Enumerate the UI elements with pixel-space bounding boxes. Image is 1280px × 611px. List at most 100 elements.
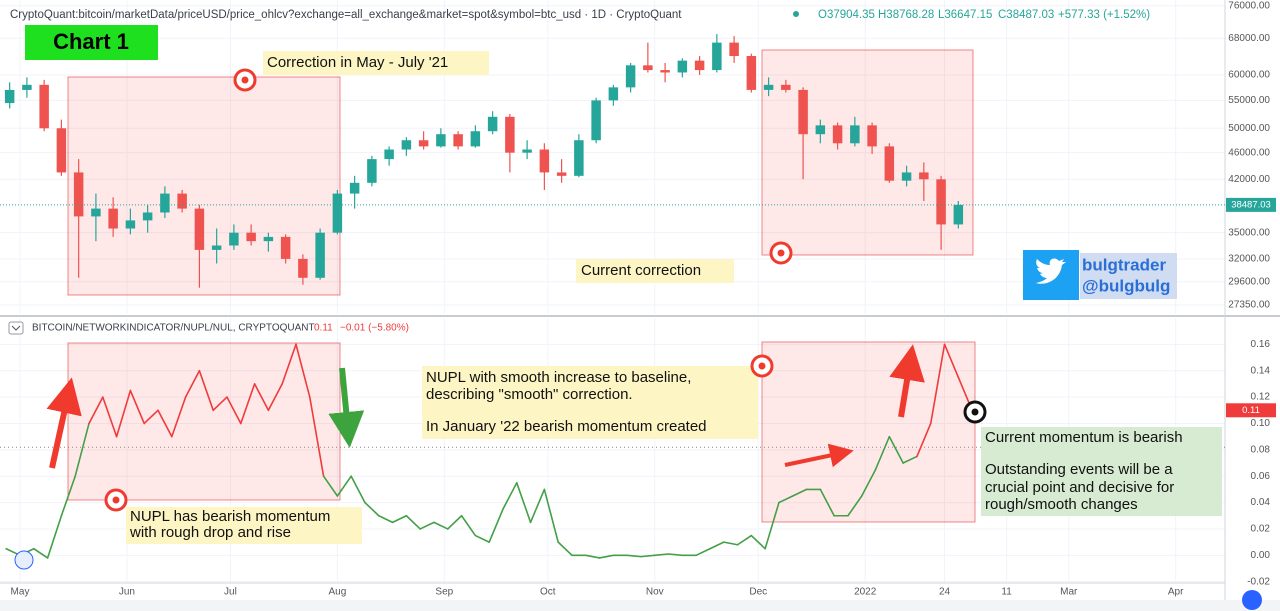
candle-body [729,42,739,57]
candle-body [694,60,705,71]
note: In January '22 bearish momentum created [426,418,707,435]
bottom-strip [0,600,1280,611]
candle-body [919,172,929,180]
candle-body [850,125,860,144]
candle-body [539,149,550,173]
y-tick-label: 0.04 [1251,497,1271,508]
candle-body [781,84,791,90]
line-segment [764,501,780,550]
candle-body [470,131,481,147]
candle-body [712,42,722,71]
line-segment [529,488,546,524]
x-tick-label: Jun [119,587,135,598]
candle-body [746,56,757,90]
x-tick-label: Oct [540,587,556,598]
candle-body [574,140,584,176]
line-segment [902,455,918,464]
line-segment [226,396,242,425]
candle-body [798,89,808,135]
y-tick-label: 35000.00 [1228,227,1270,238]
line-segment [239,383,256,425]
note: rough/smooth changes [985,496,1138,513]
y-tick-label: 55000.00 [1228,95,1270,106]
line-segment [847,495,863,517]
note-bg [263,51,489,75]
line-segment [667,553,684,557]
line-segment [60,475,77,517]
candle-body [556,172,567,176]
candle-body [487,116,498,132]
arrow [889,344,925,418]
candle-body [832,125,843,144]
note: Correction in May - July '21 [267,54,448,71]
y-tick-label: 27350.00 [1228,300,1270,311]
candle-body [125,220,136,229]
line-segment [819,488,835,517]
line-segment [281,343,297,385]
line-segment [184,369,201,398]
candle-body [160,193,170,213]
note: with rough drop and rise [129,524,291,541]
line-segment [143,409,159,425]
ohlc-low: L36647.15 [938,9,992,21]
candle-body [660,70,670,73]
note-bg [981,427,1222,516]
candle-body [436,134,446,147]
candle-body [591,100,601,141]
highlight-box [67,76,341,296]
line-segment [626,554,642,558]
line-segment [474,534,490,543]
line-segment [598,554,615,559]
candle-body [4,89,15,104]
line-segment [102,396,118,438]
note-bg [422,366,758,439]
note-bg [126,507,362,544]
x-tick-label: Dec [749,587,767,598]
candle-body [229,232,239,246]
candle-body [953,204,964,225]
y-tick-label: -0.02 [1247,576,1270,587]
line-segment [364,501,380,517]
status-dot [793,11,799,17]
logo-button[interactable] [14,550,34,570]
line-segment [460,514,477,537]
handle: @bulgbulg [1082,276,1170,295]
line-segment [860,468,877,497]
y-tick-label: 46000.00 [1228,147,1270,158]
note: crucial point and decisive for [985,479,1174,496]
y-tick-label: 0.08 [1251,444,1271,455]
line-segment [170,396,187,438]
line-segment [322,475,339,497]
line-segment [446,514,463,530]
candle-body [884,146,895,181]
candle-body [384,149,394,160]
candle-body [505,116,515,153]
note-bg [576,259,734,283]
search-button[interactable] [1242,590,1262,610]
line-segment [157,409,173,438]
target-icon [104,488,128,512]
ohlc-open: O37904.35 [818,9,875,21]
candle-body [315,232,325,278]
collapse-button[interactable] [8,321,24,335]
candle-body [367,159,377,183]
line-segment [943,343,960,379]
line-segment [350,475,366,504]
candle-body [867,125,877,147]
x-tick-label: 2022 [854,587,877,598]
line-segment [709,541,725,550]
note: Outstanding events will be a [985,461,1173,478]
candle-body [815,125,826,135]
chart-label: Chart 1 [53,29,129,54]
marks [0,34,1225,559]
line-segment [488,508,504,543]
candle-body [39,84,49,129]
note: Current momentum is bearish [985,429,1183,446]
line-segment [929,343,946,425]
y-tick-label: 0.06 [1251,471,1271,482]
line-segment [888,435,904,464]
x-tick-label: Aug [328,587,346,598]
candle-body [73,172,84,217]
line-segment [391,514,408,524]
